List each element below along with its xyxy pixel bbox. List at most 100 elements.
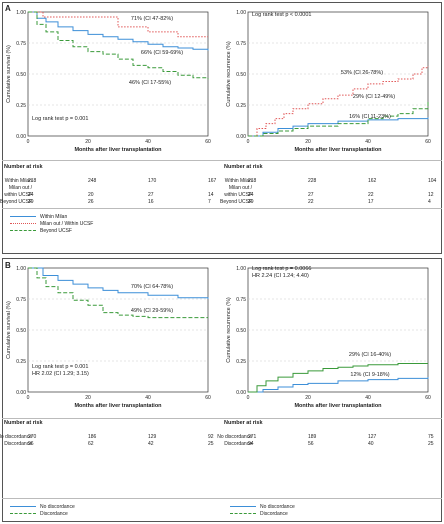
risk-value: 22 <box>308 199 314 205</box>
y-axis-label: Cumulative survival (%) <box>6 301 12 359</box>
risk-value: 17 <box>368 199 374 205</box>
y-tick-label: 0.50 <box>16 328 26 334</box>
series-line <box>248 117 429 137</box>
risk-value: 25 <box>208 441 214 447</box>
x-tick-label: 40 <box>145 395 151 401</box>
divider-a2 <box>2 208 442 209</box>
legend-swatch <box>10 513 36 515</box>
annotation-label: 29% (CI 12-49%) <box>353 94 395 100</box>
y-tick-label: 0.25 <box>236 103 246 109</box>
y-tick-label: 0.25 <box>236 359 246 365</box>
y-tick-label: 0.50 <box>236 328 246 334</box>
annotation-label: 70% (CI 64-78%) <box>131 284 173 290</box>
risk-value: 129 <box>148 434 157 440</box>
risk-table-title: Number at risk <box>4 420 43 426</box>
series-line <box>248 362 428 393</box>
y-tick-label: 0.25 <box>16 359 26 365</box>
legend-item: Discordance <box>10 511 68 517</box>
risk-value: 218 <box>28 178 37 184</box>
divider-a1 <box>2 160 442 161</box>
annotation-label: 16% (CI 11-23%) <box>349 114 391 120</box>
x-tick-label: 60 <box>205 395 211 401</box>
risk-row-label: No discordance <box>0 434 32 440</box>
y-axis-label: Cumulative recurrence (%) <box>226 41 232 107</box>
y-tick-label: 1.00 <box>236 10 246 16</box>
series-line <box>28 267 209 299</box>
legend-swatch <box>230 506 256 508</box>
x-tick-label: 20 <box>85 139 91 145</box>
risk-table-title: Number at risk <box>224 164 263 170</box>
survival-chart-a: 1.00 0.75 0.50 0.25 0.000 20 40 60 Months after … <box>6 10 211 153</box>
y-tick-label: 0.75 <box>236 41 246 47</box>
risk-table-a-left: Number at risk Within Milan 218 248 170 167 Mi… <box>0 164 220 208</box>
legend-item: Beyond UCSF <box>10 228 72 234</box>
panel-b-letter: B <box>5 261 11 270</box>
legend-swatch <box>10 506 36 508</box>
risk-value: 127 <box>368 434 377 440</box>
risk-table-a-right: Number at risk Within Milan 218 228 162 104 Mi… <box>220 164 440 208</box>
x-tick-label: 20 <box>85 395 91 401</box>
risk-value: 42 <box>148 441 154 447</box>
risk-value: 94 <box>248 441 254 447</box>
legend-swatch <box>10 223 36 225</box>
risk-value: 96 <box>28 441 34 447</box>
divider-b2 <box>2 498 442 499</box>
series-line <box>28 11 209 51</box>
y-tick-label: 0.00 <box>16 134 26 140</box>
risk-value: 218 <box>248 178 257 184</box>
x-axis-label: Months after liver transplantation <box>74 403 162 409</box>
risk-value: 12 <box>428 192 434 198</box>
series-line <box>248 66 429 137</box>
risk-table-title: Number at risk <box>224 420 263 426</box>
risk-row-label: No discordance <box>217 434 252 440</box>
risk-row-label: Discordance <box>224 441 252 447</box>
x-tick-label: 0 <box>247 139 250 145</box>
legend-item: Within Milan <box>10 214 67 220</box>
y-tick-label: 0.50 <box>236 72 246 78</box>
panel-a <box>2 2 442 254</box>
x-tick-label: 20 <box>305 395 311 401</box>
legend-label: Beyond UCSF <box>40 228 72 234</box>
risk-value: 16 <box>148 199 154 205</box>
x-tick-label: 20 <box>305 139 311 145</box>
stat-label: HR 2.24 (CI 1.24; 4.40) <box>252 273 309 279</box>
x-tick-label: 0 <box>27 139 30 145</box>
risk-row-label: Beyond UCSF <box>220 199 252 205</box>
y-tick-label: 0.25 <box>16 103 26 109</box>
legend-b: No discordance No discordance Discordance D… <box>4 500 440 520</box>
x-tick-label: 40 <box>365 395 371 401</box>
y-tick-label: 0.00 <box>236 134 246 140</box>
y-axis-label: Cumulative recurrence (%) <box>226 297 232 363</box>
risk-value: 24 <box>28 192 34 198</box>
x-tick-label: 40 <box>365 139 371 145</box>
risk-value: 39 <box>248 199 254 205</box>
series-line <box>28 267 208 319</box>
risk-value: 167 <box>208 178 217 184</box>
legend-item: Milan out / Within UCSF <box>10 221 93 227</box>
panel-a-letter: A <box>5 4 11 13</box>
legend-item: Discordance <box>230 511 288 517</box>
risk-value: 24 <box>248 192 254 198</box>
annotation-label: 66% (CI 59-69%) <box>141 50 183 56</box>
divider-b1 <box>2 418 442 419</box>
stat-label: Log rank test p = 0.001 <box>32 364 88 370</box>
x-tick-label: 60 <box>205 139 211 145</box>
legend-swatch <box>10 216 36 218</box>
x-tick-label: 60 <box>425 395 431 401</box>
risk-value: 14 <box>208 192 214 198</box>
x-tick-label: 40 <box>145 139 151 145</box>
legend-item: No discordance <box>230 504 295 510</box>
risk-table-b-right: Number at risk No discordance 271 189 127 75 D… <box>217 420 440 496</box>
y-tick-label: 1.00 <box>16 266 26 272</box>
legend-item: No discordance <box>10 504 75 510</box>
y-tick-label: 0.75 <box>16 297 26 303</box>
risk-value: 189 <box>308 434 317 440</box>
stat-label: HR 2.02 (CI 1.29; 3.15) <box>32 371 89 377</box>
stat-label: Log rank test p = 0.0066 <box>252 266 311 272</box>
risk-value: 39 <box>28 199 34 205</box>
series-line <box>28 11 208 38</box>
recurrence-chart-b: 1.00 0.75 0.50 0.25 0.000 20 40 60 Months after … <box>226 266 431 409</box>
risk-table-title: Number at risk <box>4 164 43 170</box>
risk-value: 186 <box>88 434 97 440</box>
risk-value: 22 <box>368 192 374 198</box>
